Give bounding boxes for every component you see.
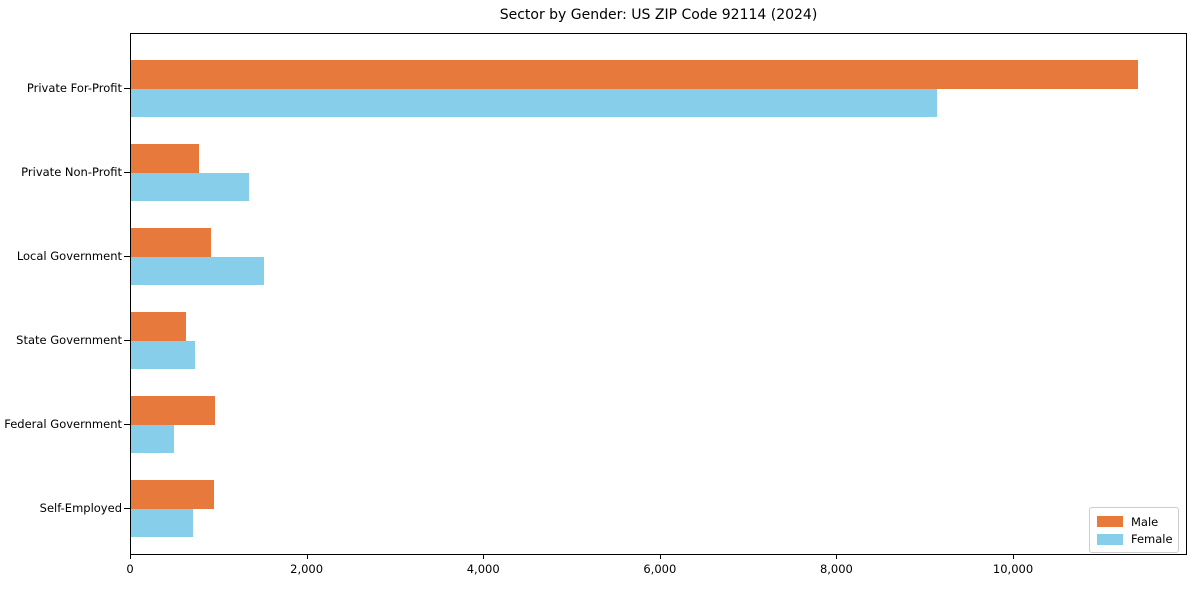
bar-male-4: [131, 396, 216, 425]
female-swatch: [1097, 533, 1123, 545]
bar-female-5: [131, 508, 193, 538]
plot-area: [130, 33, 1187, 555]
bar-male-3: [131, 312, 187, 341]
xtick-mark-2: [483, 555, 485, 559]
bar-female-1: [131, 172, 250, 202]
chart-title: Sector by Gender: US ZIP Code 92114 (202…: [499, 7, 818, 23]
xtick-label-4: 8,000: [819, 562, 853, 576]
legend-label-male: Male: [1131, 514, 1159, 529]
male-swatch: [1097, 516, 1123, 528]
xtick-label-5: 10,000: [992, 562, 1034, 576]
xtick-mark-0: [130, 555, 131, 559]
xtick-label-0: 0: [126, 562, 134, 576]
legend-item-female: Female: [1097, 531, 1173, 547]
ytick-mark-0: [124, 87, 130, 89]
bar-female-0: [131, 88, 938, 118]
ytick-label-4: Federal Government: [4, 416, 122, 431]
ytick-label-3: State Government: [16, 332, 122, 347]
bar-male-1: [131, 144, 200, 173]
ytick-label-2: Local Government: [16, 248, 122, 263]
xtick-mark-3: [659, 555, 661, 559]
ytick-mark-2: [124, 255, 130, 257]
xtick-mark-5: [1013, 555, 1015, 559]
ytick-label-1: Private Non-Profit: [21, 164, 122, 179]
bar-male-5: [131, 480, 214, 509]
xtick-mark-4: [836, 555, 838, 559]
bar-female-3: [131, 340, 196, 370]
bar-female-4: [131, 424, 174, 454]
xtick-mark-1: [306, 555, 308, 559]
bar-male-0: [131, 60, 1138, 89]
ytick-mark-1: [124, 171, 130, 173]
ytick-mark-3: [124, 339, 130, 341]
ytick-label-5: Self-Employed: [39, 500, 122, 515]
ytick-mark-5: [124, 507, 130, 509]
xtick-label-1: 2,000: [290, 562, 324, 576]
bar-male-2: [131, 228, 211, 257]
ytick-label-0: Private For-Profit: [26, 80, 122, 95]
legend-label-female: Female: [1131, 532, 1173, 547]
bar-female-2: [131, 256, 265, 286]
legend: Male Female: [1089, 507, 1179, 553]
ytick-mark-4: [124, 423, 130, 425]
legend-item-male: Male: [1097, 514, 1171, 530]
xtick-label-2: 4,000: [466, 562, 500, 576]
xtick-label-3: 6,000: [643, 562, 677, 576]
